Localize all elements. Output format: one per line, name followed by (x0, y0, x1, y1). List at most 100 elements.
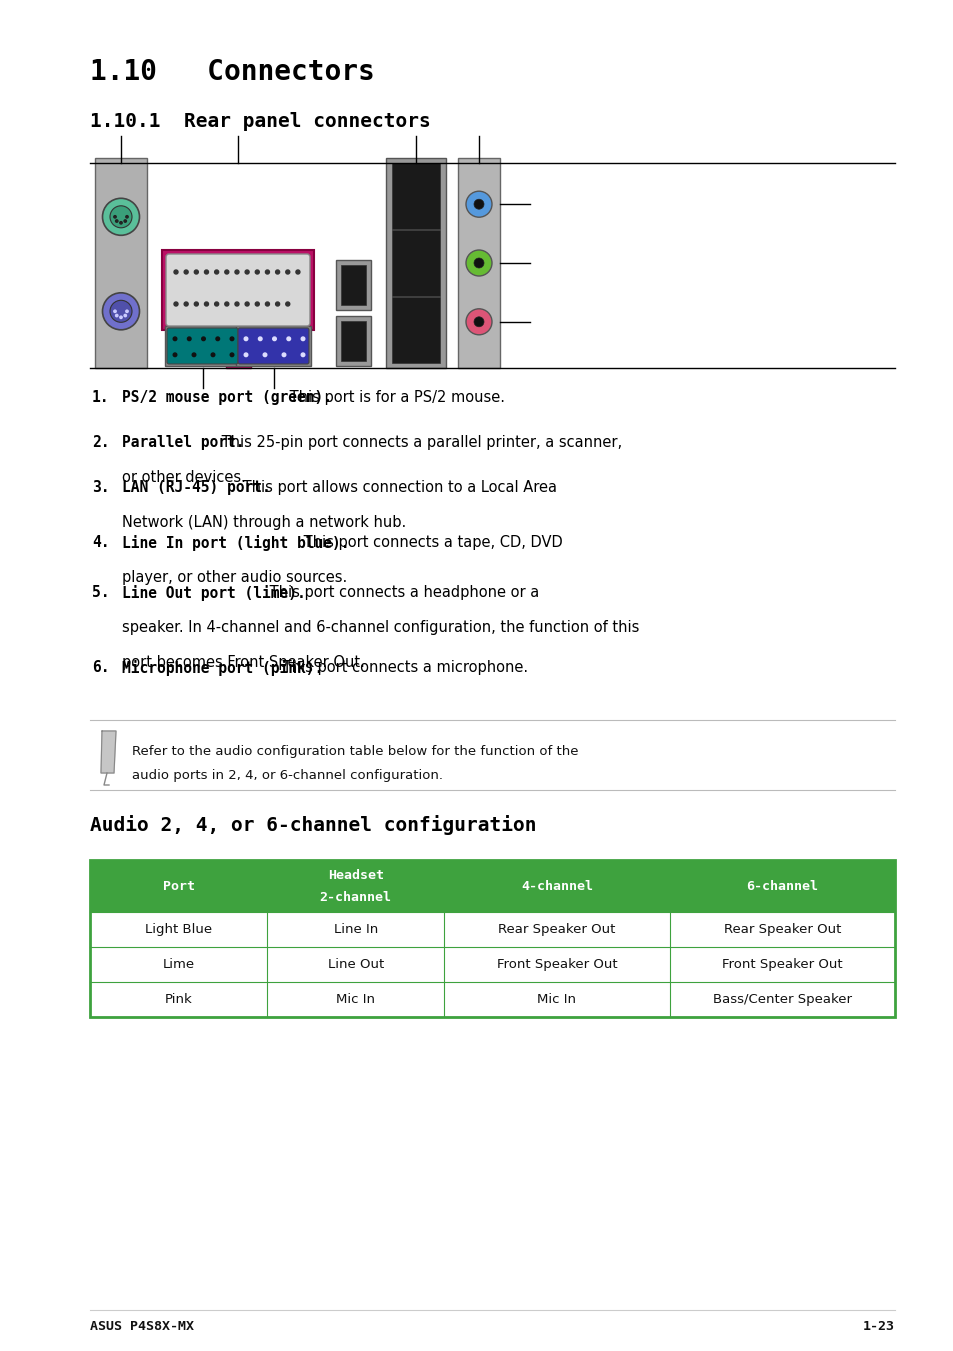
Bar (392, 163, 439, 230)
Circle shape (465, 250, 492, 276)
Text: Mic In: Mic In (335, 993, 375, 1006)
Text: 6.: 6. (91, 661, 110, 676)
Circle shape (230, 353, 233, 357)
Text: 1.: 1. (91, 390, 110, 405)
Text: Parallel port.: Parallel port. (122, 435, 244, 450)
Text: audio ports in 2, 4, or 6-channel configuration.: audio ports in 2, 4, or 6-channel config… (132, 769, 442, 782)
Text: Audio 2, 4, or 6-channel configuration: Audio 2, 4, or 6-channel configuration (90, 815, 536, 835)
Text: 2-channel: 2-channel (319, 892, 392, 904)
Bar (457, 158, 499, 367)
Text: Pink: Pink (165, 993, 193, 1006)
Text: This port connects a headphone or a: This port connects a headphone or a (265, 585, 538, 600)
Circle shape (173, 270, 178, 274)
Circle shape (173, 303, 178, 305)
Bar (90, 861, 894, 1017)
Circle shape (275, 303, 279, 305)
Text: Port: Port (162, 880, 194, 893)
Circle shape (120, 222, 122, 224)
Text: Bass/Center Speaker: Bass/Center Speaker (712, 993, 851, 1006)
Circle shape (282, 353, 286, 357)
Circle shape (115, 315, 118, 316)
Text: Line In: Line In (334, 923, 377, 936)
Circle shape (465, 192, 492, 218)
Circle shape (474, 258, 483, 267)
Text: 4-channel: 4-channel (520, 880, 592, 893)
Bar (335, 316, 371, 366)
Text: This port connects a microphone.: This port connects a microphone. (278, 661, 528, 676)
Circle shape (286, 303, 290, 305)
Circle shape (255, 303, 259, 305)
Bar (90, 947, 894, 982)
Text: 3.: 3. (91, 480, 110, 494)
Circle shape (245, 270, 249, 274)
Circle shape (265, 303, 269, 305)
Bar (165, 326, 240, 366)
Text: Line Out port (lime).: Line Out port (lime). (122, 585, 305, 601)
Circle shape (110, 300, 132, 323)
Text: player, or other audio sources.: player, or other audio sources. (122, 570, 347, 585)
Text: Network (LAN) through a network hub.: Network (LAN) through a network hub. (122, 515, 406, 530)
Bar (386, 158, 446, 367)
Text: port becomes Front Speaker Out.: port becomes Front Speaker Out. (122, 655, 364, 670)
Circle shape (126, 311, 128, 312)
Text: speaker. In 4-channel and 6-channel configuration, the function of this: speaker. In 4-channel and 6-channel conf… (122, 620, 639, 635)
Text: 6-channel: 6-channel (745, 880, 818, 893)
Polygon shape (101, 731, 116, 773)
Circle shape (204, 270, 209, 274)
FancyBboxPatch shape (167, 328, 237, 363)
Text: 5.: 5. (91, 585, 110, 600)
Text: Line In port (light blue).: Line In port (light blue). (122, 535, 349, 551)
Text: 1.10.1  Rear panel connectors: 1.10.1 Rear panel connectors (90, 112, 431, 131)
Circle shape (124, 220, 127, 223)
Text: Lime: Lime (162, 958, 194, 971)
Circle shape (295, 270, 299, 274)
Text: Refer to the audio configuration table below for the function of the: Refer to the audio configuration table b… (132, 744, 578, 758)
Bar (95, 158, 147, 367)
Text: or other devices.: or other devices. (122, 470, 246, 485)
Text: This port is for a PS/2 mouse.: This port is for a PS/2 mouse. (285, 390, 505, 405)
Circle shape (474, 316, 483, 327)
Text: Rear Speaker Out: Rear Speaker Out (497, 923, 615, 936)
Circle shape (265, 270, 269, 274)
Text: 4.: 4. (91, 535, 110, 550)
FancyBboxPatch shape (237, 328, 309, 363)
Text: ASUS P4S8X-MX: ASUS P4S8X-MX (90, 1320, 193, 1333)
Circle shape (214, 303, 218, 305)
Circle shape (225, 303, 229, 305)
Circle shape (201, 336, 205, 340)
Circle shape (244, 336, 248, 340)
Bar (90, 982, 894, 1017)
Text: Front Speaker Out: Front Speaker Out (497, 958, 617, 971)
FancyBboxPatch shape (166, 254, 310, 326)
Circle shape (225, 270, 229, 274)
Circle shape (275, 270, 279, 274)
Text: 2.: 2. (91, 435, 110, 450)
Circle shape (120, 316, 122, 319)
Circle shape (234, 270, 238, 274)
Circle shape (113, 311, 116, 312)
Circle shape (286, 270, 290, 274)
Circle shape (187, 336, 191, 340)
Circle shape (173, 336, 176, 340)
Text: 1.10   Connectors: 1.10 Connectors (90, 58, 375, 86)
Text: Rear Speaker Out: Rear Speaker Out (723, 923, 841, 936)
Circle shape (287, 336, 291, 340)
Circle shape (211, 353, 214, 357)
Bar (335, 259, 371, 309)
Bar (90, 912, 894, 947)
Circle shape (192, 353, 195, 357)
Bar (392, 297, 439, 363)
Circle shape (184, 270, 188, 274)
Bar (162, 250, 314, 330)
Text: Microphone port (pink).: Microphone port (pink). (122, 661, 323, 676)
Text: PS/2 mouse port (green).: PS/2 mouse port (green). (122, 390, 332, 405)
Circle shape (301, 336, 304, 340)
Bar (340, 265, 366, 305)
Circle shape (273, 336, 276, 340)
Circle shape (115, 220, 118, 223)
Circle shape (102, 293, 139, 330)
Circle shape (110, 205, 132, 228)
Circle shape (230, 336, 233, 340)
Bar (225, 330, 251, 367)
Text: LAN (RJ-45) port.: LAN (RJ-45) port. (122, 480, 271, 494)
